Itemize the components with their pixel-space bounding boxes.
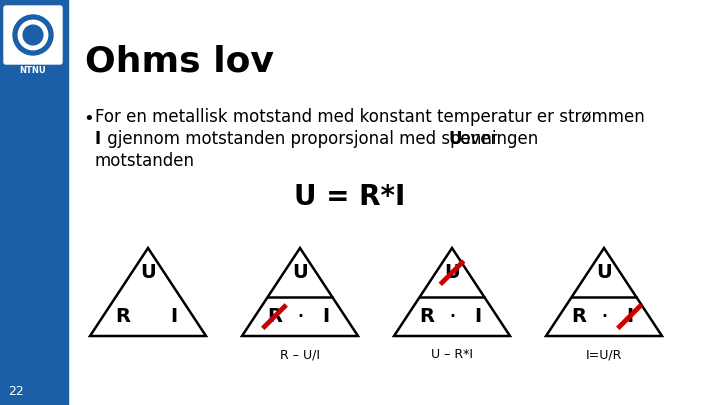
- Text: U: U: [140, 263, 156, 282]
- Text: U – R*I: U – R*I: [431, 348, 473, 361]
- Text: I: I: [626, 307, 633, 326]
- Text: U: U: [292, 263, 308, 282]
- FancyBboxPatch shape: [4, 6, 62, 64]
- Text: NTNU: NTNU: [19, 66, 46, 75]
- Text: I: I: [95, 130, 101, 148]
- Text: motstanden: motstanden: [95, 152, 195, 170]
- Text: I: I: [322, 307, 329, 326]
- Text: U: U: [448, 130, 462, 148]
- Text: U: U: [444, 263, 460, 282]
- Text: 22: 22: [8, 385, 24, 398]
- Text: R: R: [571, 307, 586, 326]
- Text: I: I: [170, 307, 177, 326]
- Text: gjennom motstanden proporsjonal med spenningen: gjennom motstanden proporsjonal med spen…: [102, 130, 544, 148]
- Text: U = R*I: U = R*I: [294, 183, 405, 211]
- Text: ·: ·: [600, 305, 608, 328]
- Circle shape: [13, 15, 53, 55]
- Text: R – U/I: R – U/I: [280, 348, 320, 361]
- Text: I: I: [474, 307, 481, 326]
- Text: R: R: [115, 307, 130, 326]
- Text: ·: ·: [296, 305, 304, 328]
- Text: For en metallisk motstand med konstant temperatur er strømmen: For en metallisk motstand med konstant t…: [95, 108, 644, 126]
- Bar: [0, 0, 68, 405]
- Text: R: R: [267, 307, 282, 326]
- Text: U: U: [596, 263, 612, 282]
- Text: over: over: [456, 130, 498, 148]
- Text: I=U/R: I=U/R: [586, 348, 622, 361]
- Text: •: •: [83, 110, 94, 128]
- Text: ·: ·: [448, 305, 456, 328]
- Text: Ohms lov: Ohms lov: [85, 45, 274, 79]
- Text: R: R: [419, 307, 434, 326]
